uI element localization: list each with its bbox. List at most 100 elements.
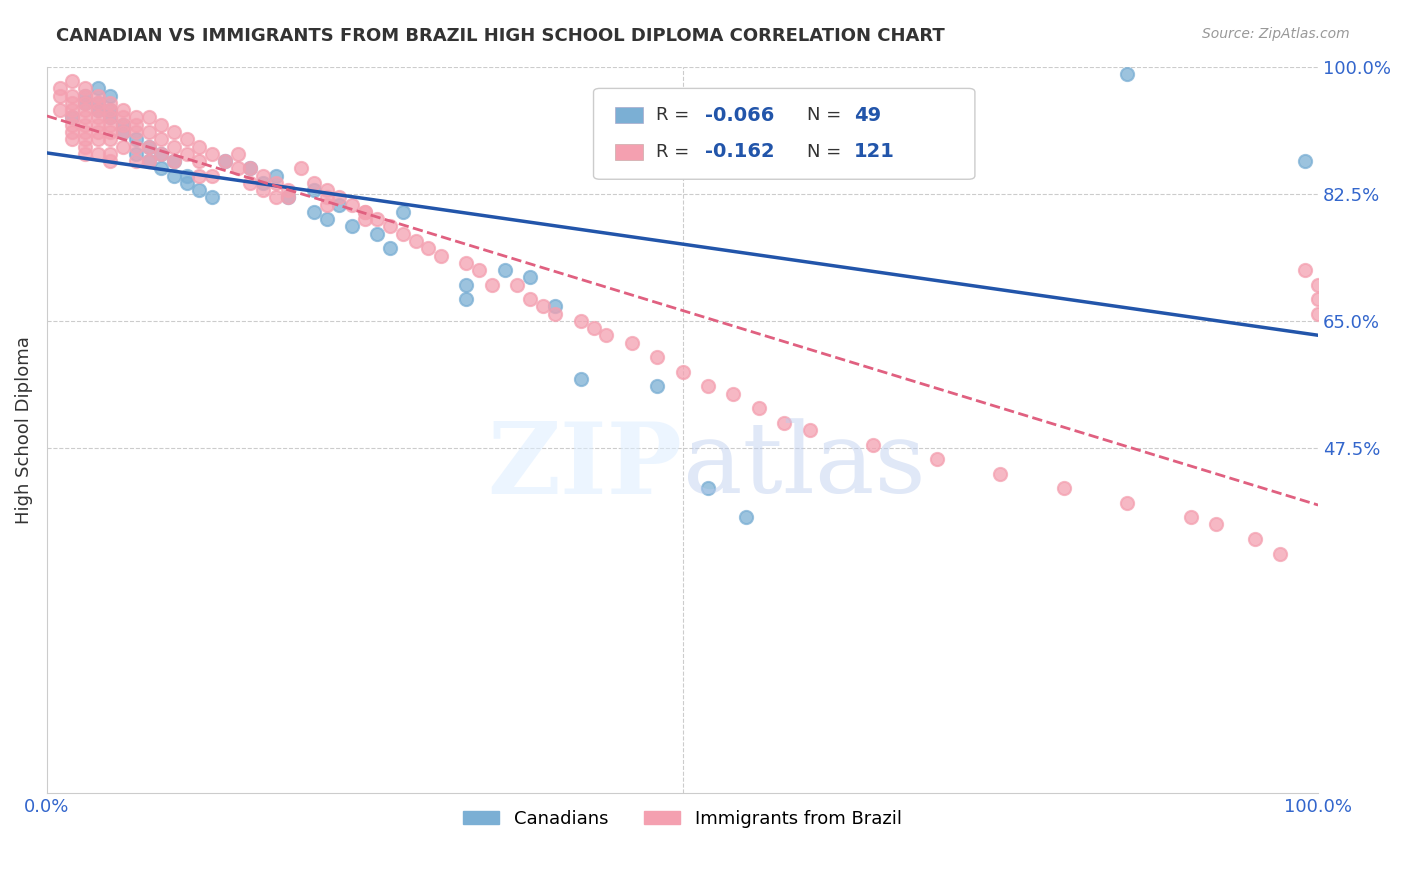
Point <box>87 111 110 125</box>
Point <box>544 300 567 314</box>
Point <box>60 103 83 118</box>
Point <box>73 88 96 103</box>
Point <box>100 111 122 125</box>
Point <box>100 125 122 139</box>
Point <box>176 146 198 161</box>
Point <box>73 132 96 146</box>
Text: -0.162: -0.162 <box>706 142 775 161</box>
Point <box>340 197 363 211</box>
Point <box>1308 292 1330 306</box>
Y-axis label: High School Diploma: High School Diploma <box>15 336 32 524</box>
Point <box>494 263 516 277</box>
Point <box>100 146 122 161</box>
Point <box>112 118 135 132</box>
Point <box>87 118 110 132</box>
Point <box>60 74 83 88</box>
Point <box>60 132 83 146</box>
Point <box>150 118 173 132</box>
Point <box>302 183 325 197</box>
Point <box>645 379 668 393</box>
Point <box>112 111 135 125</box>
Point <box>163 154 186 169</box>
Point <box>87 81 110 95</box>
Point <box>1294 154 1316 169</box>
Point <box>138 111 160 125</box>
Point <box>264 169 287 183</box>
Point <box>100 88 122 103</box>
Point <box>163 125 186 139</box>
Point <box>735 510 758 524</box>
Point <box>112 118 135 132</box>
Point <box>226 161 249 176</box>
Point <box>925 452 948 467</box>
Point <box>277 183 299 197</box>
Point <box>188 169 211 183</box>
Point <box>60 118 83 132</box>
Text: N =: N = <box>807 143 846 161</box>
Text: 49: 49 <box>853 106 882 125</box>
Point <box>1116 67 1139 81</box>
FancyBboxPatch shape <box>593 88 974 179</box>
Point <box>150 161 173 176</box>
Point <box>125 154 148 169</box>
Point <box>569 372 592 386</box>
Point <box>176 169 198 183</box>
Text: CANADIAN VS IMMIGRANTS FROM BRAZIL HIGH SCHOOL DIPLOMA CORRELATION CHART: CANADIAN VS IMMIGRANTS FROM BRAZIL HIGH … <box>56 27 945 45</box>
Point <box>277 190 299 204</box>
Point <box>150 146 173 161</box>
Text: atlas: atlas <box>682 418 925 514</box>
Point <box>100 111 122 125</box>
Point <box>100 132 122 146</box>
Point <box>112 103 135 118</box>
Point <box>163 169 186 183</box>
Text: -0.066: -0.066 <box>706 106 775 125</box>
Point <box>176 176 198 190</box>
Point <box>378 219 401 234</box>
Point <box>315 183 337 197</box>
Point <box>239 161 262 176</box>
Point <box>60 95 83 110</box>
Point <box>201 146 224 161</box>
Point <box>60 111 83 125</box>
Point <box>315 212 337 227</box>
Point <box>60 125 83 139</box>
Point <box>60 111 83 125</box>
Point <box>353 212 375 227</box>
Point <box>188 139 211 153</box>
Point <box>315 197 337 211</box>
Point <box>862 437 884 451</box>
Point <box>1205 517 1227 532</box>
Point <box>112 139 135 153</box>
Point <box>252 183 274 197</box>
Point <box>48 81 70 95</box>
Point <box>1180 510 1202 524</box>
Point <box>468 263 491 277</box>
Point <box>328 197 350 211</box>
Point <box>100 118 122 132</box>
Point <box>73 146 96 161</box>
Point <box>138 139 160 153</box>
Point <box>73 103 96 118</box>
Point <box>214 154 236 169</box>
Point <box>799 423 821 437</box>
Point <box>125 139 148 153</box>
Point <box>862 95 884 110</box>
Point <box>201 169 224 183</box>
Point <box>1294 263 1316 277</box>
Point <box>799 154 821 169</box>
Point <box>481 277 503 292</box>
Point <box>87 132 110 146</box>
Point <box>112 125 135 139</box>
Point <box>290 161 312 176</box>
Point <box>302 205 325 219</box>
Point <box>988 467 1011 481</box>
Point <box>163 139 186 153</box>
Point <box>87 103 110 118</box>
Point <box>150 146 173 161</box>
Point <box>138 154 160 169</box>
FancyBboxPatch shape <box>616 107 643 123</box>
Point <box>506 277 529 292</box>
Point <box>73 118 96 132</box>
Point <box>73 111 96 125</box>
Point <box>405 234 427 248</box>
